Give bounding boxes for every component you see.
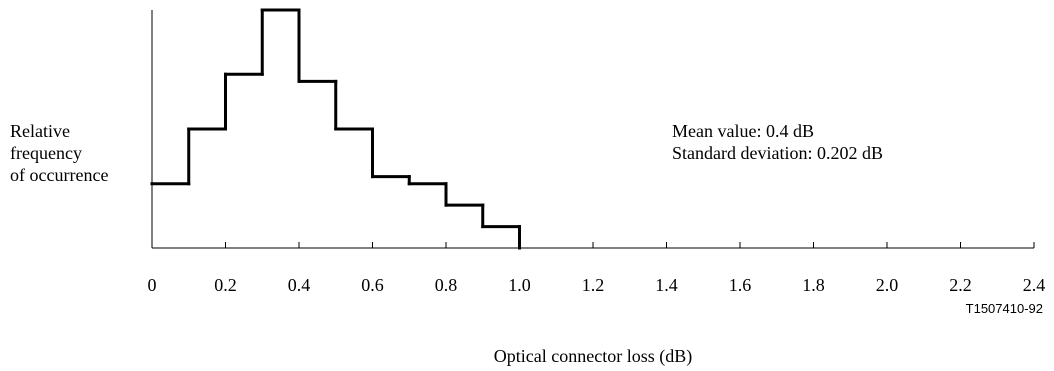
x-tick-label-2: 0.4 bbox=[288, 275, 311, 295]
x-tick-label-1: 0.2 bbox=[214, 275, 237, 295]
y-axis-label-line-3: of occurrence bbox=[10, 165, 108, 185]
mean-value-annotation: Mean value: 0.4 dB bbox=[672, 121, 814, 141]
std-dev-annotation: Standard deviation: 0.202 dB bbox=[672, 143, 883, 163]
x-tick-label-5: 1.0 bbox=[508, 275, 531, 295]
x-tick-label-12: 2.4 bbox=[1023, 275, 1046, 295]
x-tick-label-9: 1.8 bbox=[802, 275, 825, 295]
x-tick-label-10: 2.0 bbox=[876, 275, 899, 295]
x-tick-label-0: 0 bbox=[148, 275, 157, 295]
x-tick-label-3: 0.6 bbox=[361, 275, 384, 295]
x-tick-label-11: 2.2 bbox=[949, 275, 972, 295]
x-tick-label-6: 1.2 bbox=[582, 275, 605, 295]
figure-id: T1507410-92 bbox=[966, 301, 1043, 316]
histogram-steps bbox=[150, 8, 521, 250]
x-ticks bbox=[151, 242, 1035, 248]
annotations: Mean value: 0.4 dB Standard deviation: 0… bbox=[672, 121, 883, 163]
y-axis-label-line-2: frequency bbox=[10, 143, 82, 163]
y-axis-label: Relative frequency of occurrence bbox=[10, 121, 108, 185]
axes bbox=[151, 10, 1034, 249]
x-tick-label-4: 0.8 bbox=[435, 275, 458, 295]
x-tick-labels: 0 0.2 0.4 0.6 0.8 1.0 1.2 1.4 1.6 1.8 2.0 2.2 2.4 bbox=[148, 275, 1046, 295]
x-tick-label-7: 1.4 bbox=[655, 275, 678, 295]
x-axis-label: Optical connector loss (dB) bbox=[494, 346, 692, 367]
x-tick-label-8: 1.6 bbox=[729, 275, 752, 295]
y-axis-label-line-1: Relative bbox=[10, 121, 70, 141]
